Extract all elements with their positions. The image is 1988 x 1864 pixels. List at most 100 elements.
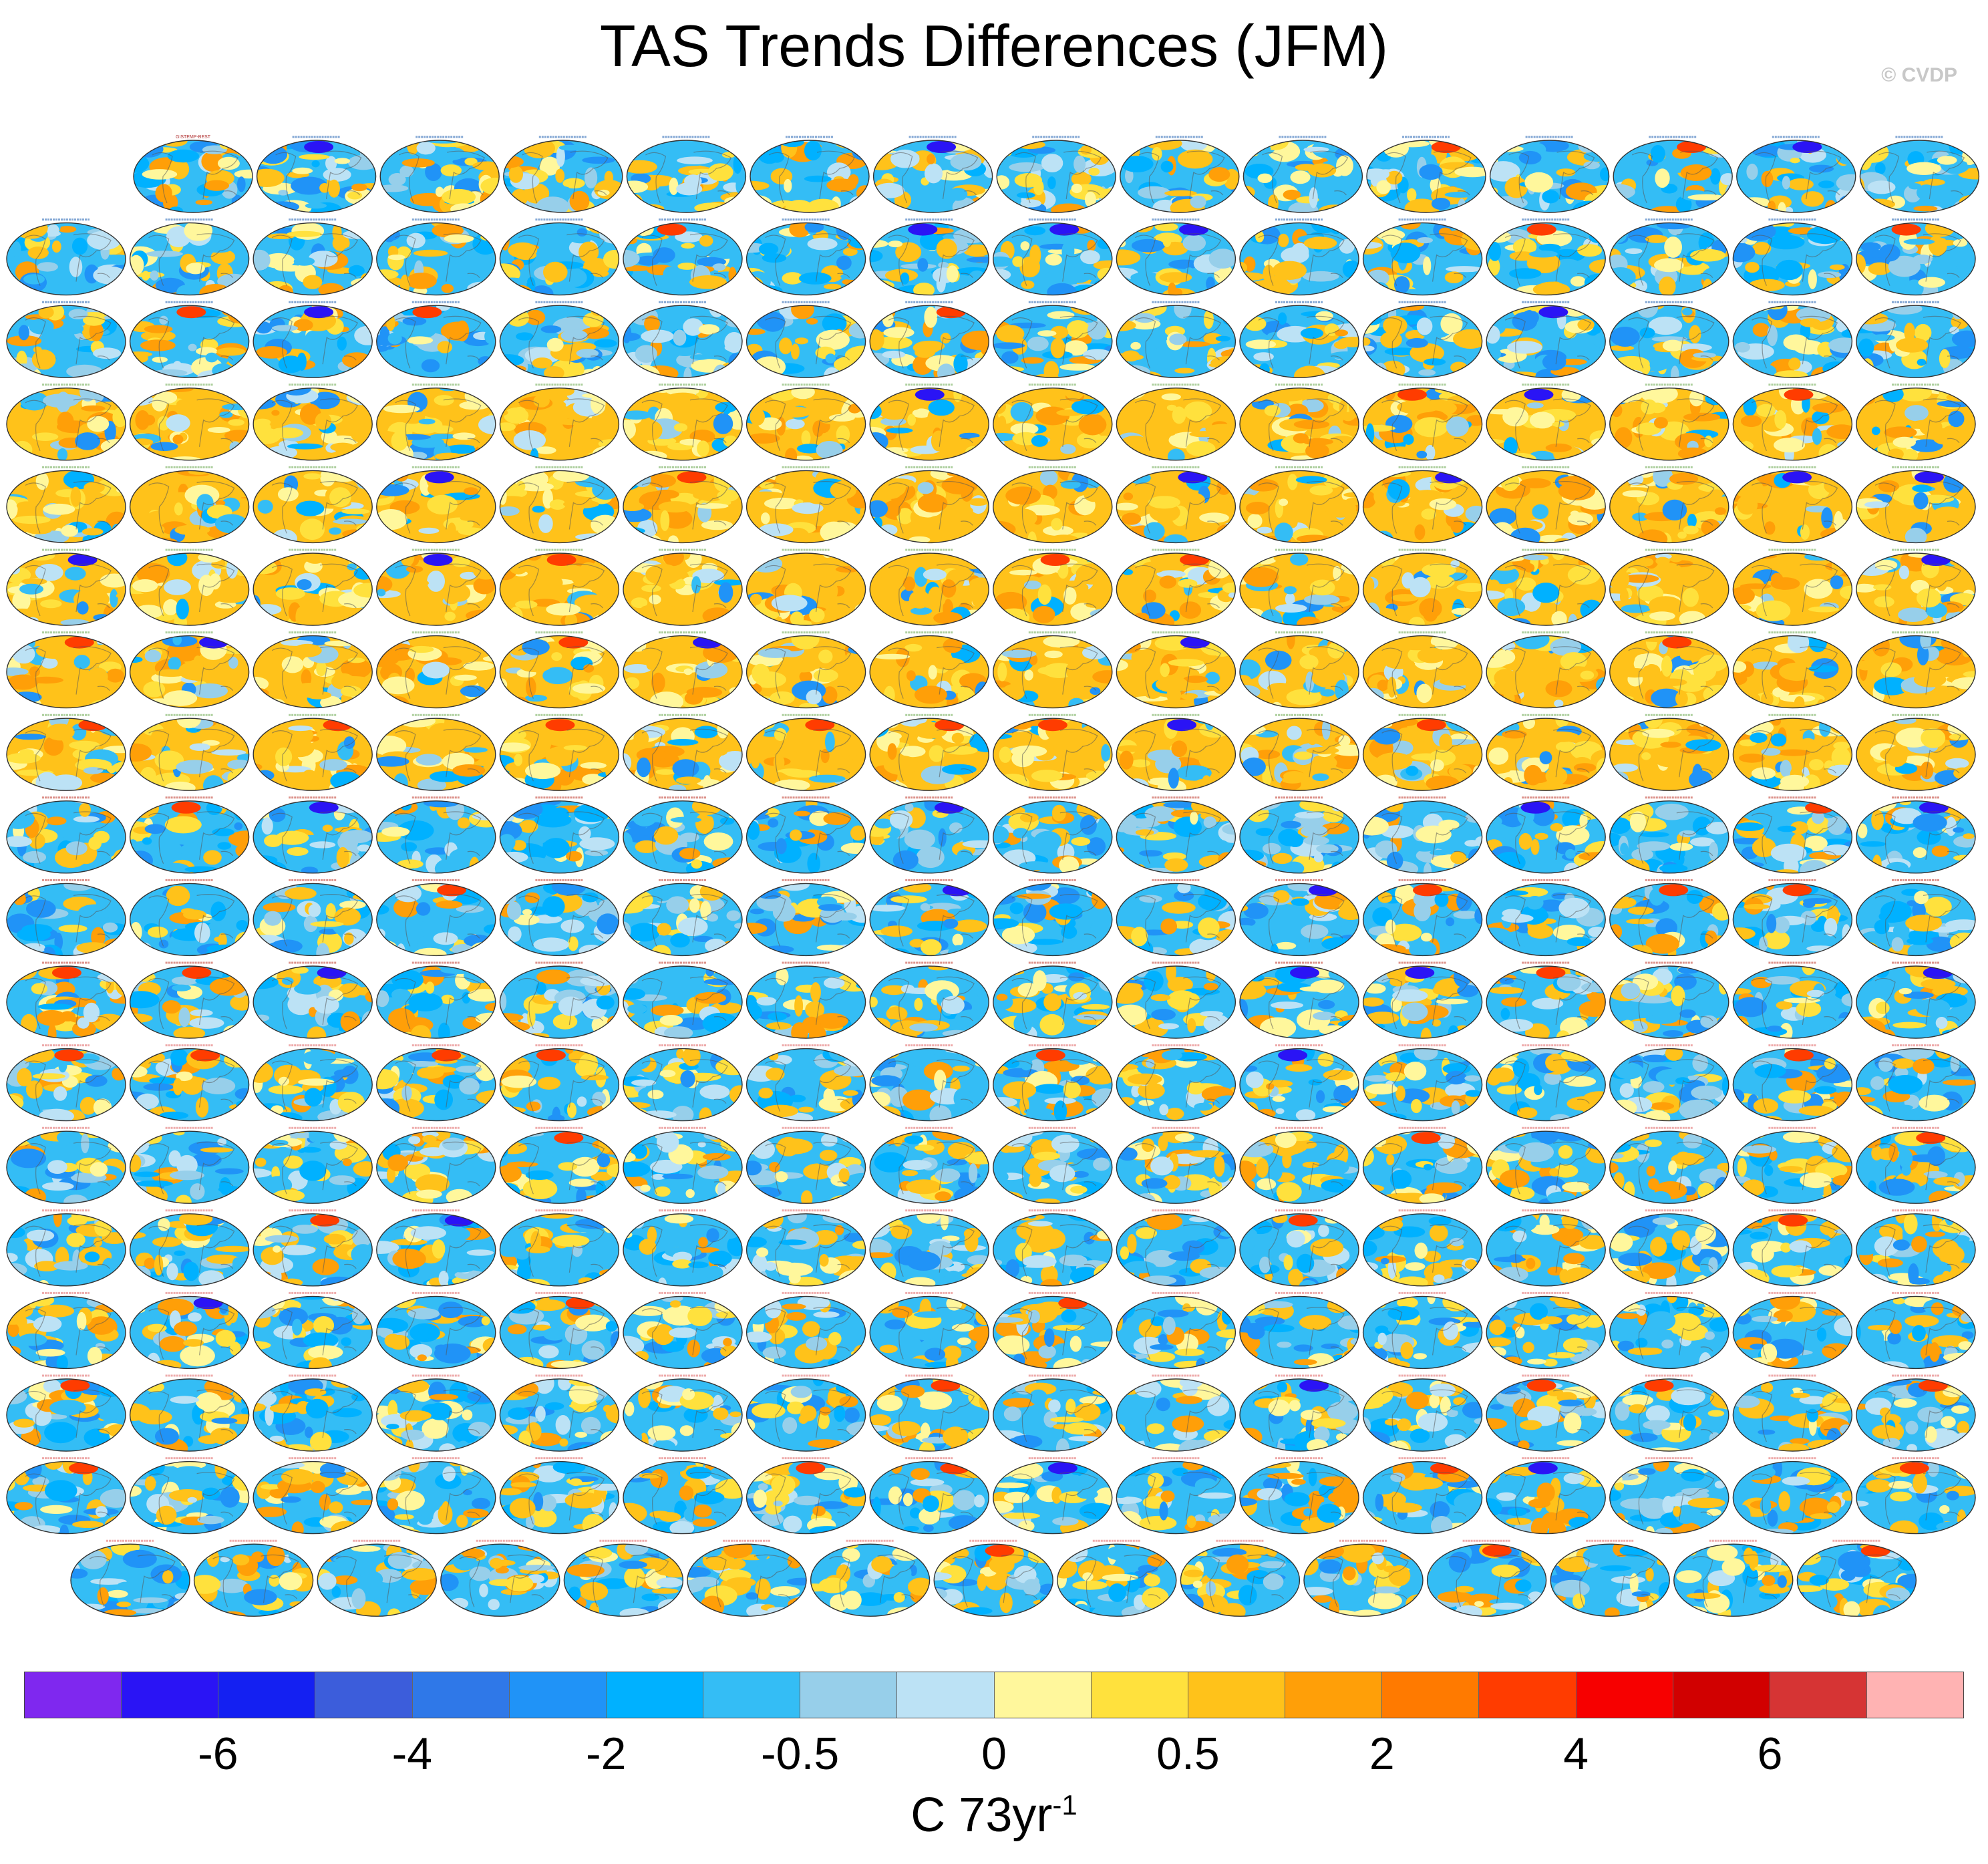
units-base: C 73yr: [910, 1789, 1053, 1842]
map-panel: [1609, 549, 1729, 626]
map-panel: [376, 796, 496, 874]
map-panel: [1732, 1291, 1853, 1370]
map-panel: [503, 136, 623, 213]
map-panel: [687, 1539, 807, 1617]
map-panel: [1362, 631, 1483, 709]
map-panel: [376, 961, 496, 1039]
map-panel: [499, 1044, 620, 1122]
map-panel: [129, 301, 250, 378]
map-panel: [6, 631, 126, 709]
map-panel: [70, 1539, 190, 1617]
map-panel: [996, 136, 1116, 213]
map-panel: [1856, 796, 1976, 874]
map-panel: [253, 466, 373, 544]
map-panel: [1609, 466, 1729, 544]
map-panel: [993, 466, 1113, 544]
map-panel: [376, 383, 496, 461]
map-panel: [1856, 1044, 1976, 1122]
chart-title: TAS Trends Differences (JFM): [599, 13, 1389, 79]
map-panel: [1732, 1044, 1853, 1122]
map-panel: [933, 1539, 1053, 1617]
map-panel: [1239, 796, 1359, 874]
map-panel: [376, 1457, 496, 1535]
map-panel: [1116, 879, 1236, 957]
map-panel: [1239, 1374, 1359, 1452]
map-panel: [1486, 218, 1606, 296]
map-panel: [1116, 1291, 1236, 1370]
map-panel: [869, 714, 989, 791]
map-panel: [746, 1374, 866, 1452]
map-panel: [376, 1374, 496, 1452]
map-panel: [253, 549, 373, 626]
map-panel: [1120, 136, 1240, 213]
map-panel: [1609, 383, 1729, 461]
map-panel: [1732, 714, 1853, 791]
map-panel: [253, 301, 373, 378]
map-panel: [6, 1126, 126, 1204]
map-panel: [1239, 1457, 1359, 1535]
map-panel: [129, 796, 250, 874]
map-panel: [1362, 549, 1483, 626]
map-panel: [499, 301, 620, 378]
copyright-label: © CVDP: [1881, 64, 1957, 86]
map-panel: [499, 1291, 620, 1370]
colorbar-box: [703, 1672, 801, 1718]
map-panel: [1362, 1374, 1483, 1452]
map-panel: [993, 218, 1113, 296]
map-panel: [993, 879, 1113, 957]
map-panel: [1486, 301, 1606, 378]
map-panel: [1116, 301, 1236, 378]
colorbar-box: [122, 1672, 219, 1718]
map-panel: [1362, 1291, 1483, 1370]
map-panel: [869, 218, 989, 296]
map-panel: [6, 1374, 126, 1452]
map-panel: [1609, 1209, 1729, 1287]
colorbar-tick-label: 4: [1563, 1728, 1589, 1779]
map-panel: [750, 136, 870, 213]
map-panel: [499, 466, 620, 544]
map-panel: [623, 383, 743, 461]
map-panel: [1486, 1126, 1606, 1204]
panel-title: GISTEMP-BEST: [176, 135, 211, 140]
map-panel: [1239, 1126, 1359, 1204]
map-panel: [869, 466, 989, 544]
colorbar-box: [994, 1672, 1092, 1718]
colorbar-tick-label: -6: [198, 1728, 238, 1779]
map-panel: [129, 1457, 250, 1535]
colorbar-box: [412, 1672, 510, 1718]
map-panel: [746, 383, 866, 461]
map-panel: [993, 1209, 1113, 1287]
map-panel: [1486, 714, 1606, 791]
map-panel: [499, 1374, 620, 1452]
map-panel: [253, 961, 373, 1039]
map-panel: [499, 631, 620, 709]
colorbar-units-label: C 73yr-1: [0, 1788, 1988, 1843]
map-panel: [1732, 961, 1853, 1039]
map-panel: [1116, 796, 1236, 874]
map-panel: [129, 1374, 250, 1452]
colorbar-box: [606, 1672, 704, 1718]
colorbar-box: [25, 1672, 122, 1718]
map-panel: [1489, 136, 1610, 213]
map-panel: [376, 1291, 496, 1370]
map-panel: [253, 796, 373, 874]
map-panel: [6, 301, 126, 378]
map-panel: [1486, 631, 1606, 709]
map-panel: [1732, 631, 1853, 709]
map-panel: [6, 714, 126, 791]
map-panel: [1859, 136, 1980, 213]
map-panel: [1609, 1457, 1729, 1535]
map-panel: [253, 714, 373, 791]
map-panel: [746, 1209, 866, 1287]
map-panel: [623, 1209, 743, 1287]
map-panel: [1856, 466, 1976, 544]
map-panel: [1856, 1291, 1976, 1370]
map-panel: [376, 549, 496, 626]
map-panel: [869, 961, 989, 1039]
map-panel: [499, 961, 620, 1039]
map-panel: [6, 879, 126, 957]
map-panel: [1550, 1539, 1670, 1617]
map-panel: [746, 714, 866, 791]
colorbar-tick-label: 0.5: [1156, 1728, 1220, 1779]
map-panel: [869, 383, 989, 461]
